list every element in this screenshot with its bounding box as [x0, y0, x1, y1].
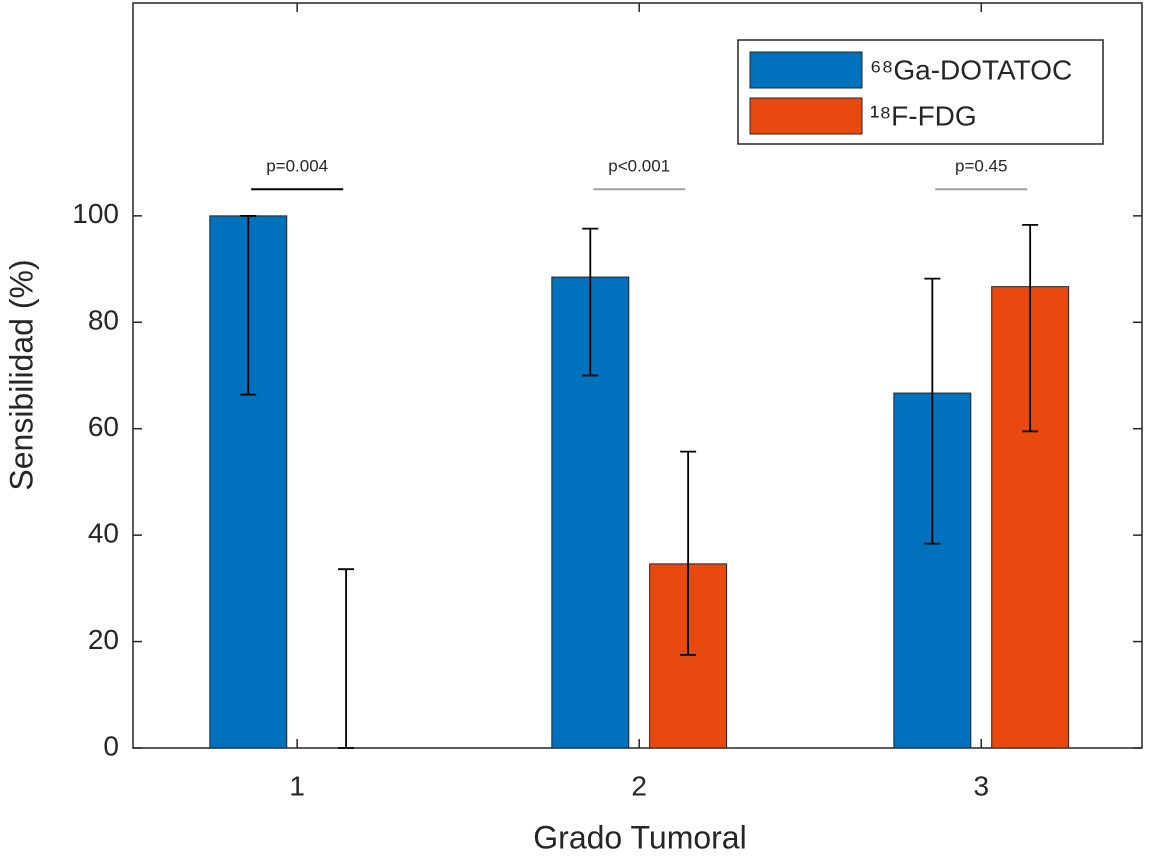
x-tick-label: 2: [631, 770, 647, 801]
error-bar: [582, 227, 599, 377]
y-tick-label: 0: [103, 730, 119, 761]
y-tick-label: 20: [88, 624, 119, 655]
error-bar: [680, 450, 697, 656]
error-bar: [338, 568, 355, 749]
error-bar: [924, 277, 941, 545]
x-tick-label: 3: [973, 770, 989, 801]
legend-label: ⁶⁸Ga-DOTATOC: [870, 54, 1072, 85]
error-bar: [1022, 224, 1039, 433]
x-tick-label: 1: [289, 770, 305, 801]
error-bar: [240, 214, 257, 396]
y-tick-label: 100: [72, 198, 119, 229]
annotation: p<0.001: [608, 157, 670, 176]
y-axis-label: Sensibilidad (%): [3, 259, 39, 490]
legend-swatch: [749, 97, 863, 135]
y-tick-label: 40: [88, 518, 119, 549]
annotation: p=0.004: [266, 157, 328, 176]
y-tick-label: 60: [88, 411, 119, 442]
annotation: p=0.45: [955, 157, 1007, 176]
legend-swatch: [749, 51, 863, 89]
x-axis-label: Grado Tumoral: [533, 819, 746, 855]
legend-label: ¹⁸F-FDG: [870, 100, 977, 131]
y-tick-label: 80: [88, 305, 119, 336]
